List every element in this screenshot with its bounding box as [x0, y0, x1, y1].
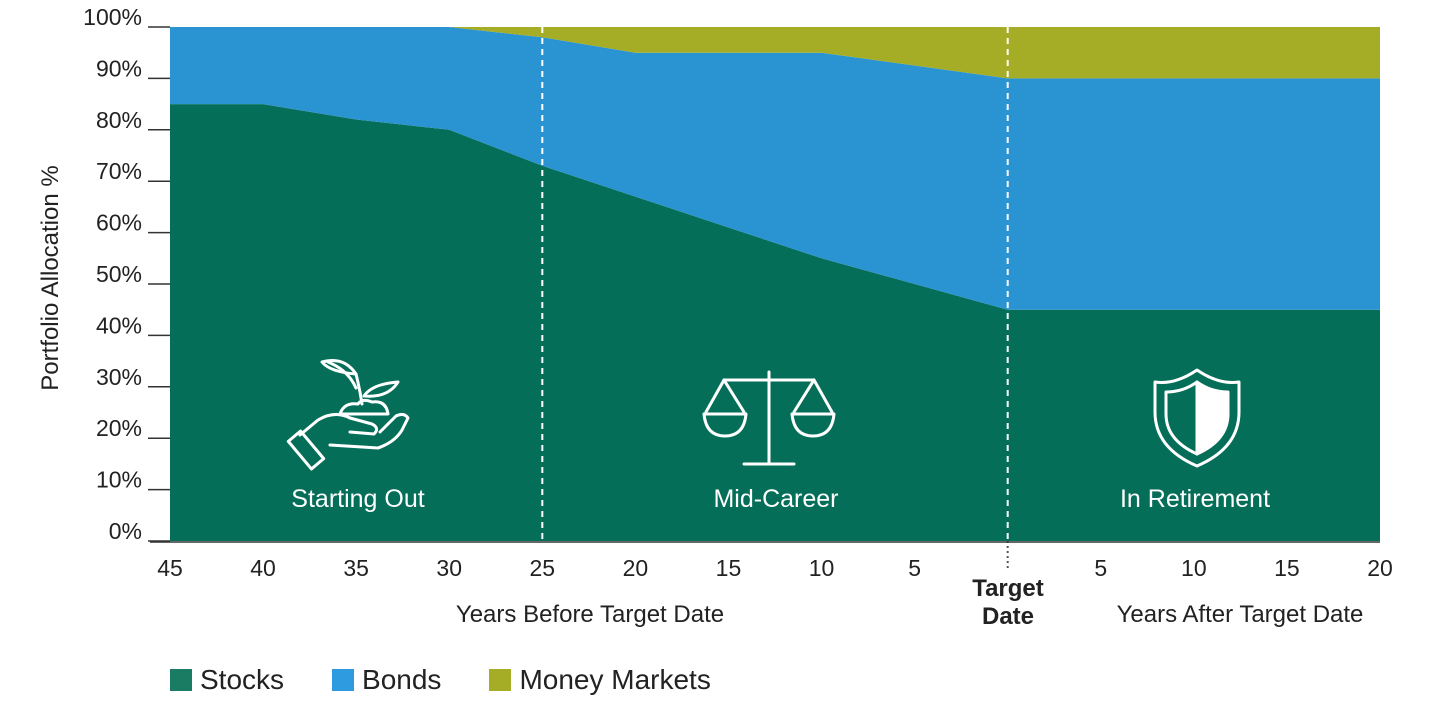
legend-label-stocks: Stocks: [200, 664, 285, 695]
legend-swatch-money-markets: [489, 669, 512, 691]
x-tick-label: 20: [623, 555, 649, 581]
plant-in-hand-icon: [286, 359, 410, 471]
phase-label-starting-out: Starting Out: [291, 485, 424, 513]
target-date-label-line2: Date: [982, 603, 1034, 630]
y-tick-label: 80%: [96, 107, 142, 133]
y-tick-label: 20%: [96, 415, 142, 441]
shield-icon: [1153, 368, 1241, 468]
y-tick-label: 40%: [96, 312, 142, 338]
area-bonds: [170, 27, 1380, 310]
legend-item-money-markets: Money Markets: [489, 664, 711, 696]
y-tick-label: 10%: [96, 467, 142, 493]
y-tick-label: 90%: [96, 55, 142, 81]
phase-label-in-retirement: In Retirement: [1120, 485, 1270, 513]
phase-label-mid-career: Mid-Career: [713, 485, 838, 513]
y-tick-label: 100%: [83, 4, 142, 30]
legend-label-money-markets: Money Markets: [519, 664, 711, 695]
x-tick-label: 40: [250, 555, 276, 581]
x-tick-label: 30: [436, 555, 462, 581]
balance-scale-icon: [702, 370, 836, 466]
legend-label-bonds: Bonds: [362, 664, 442, 695]
y-tick-label: 70%: [96, 158, 142, 184]
x-tick-label: 10: [1181, 555, 1207, 581]
target-date-label-line1: Target: [972, 575, 1044, 602]
x-tick-label: 20: [1367, 555, 1393, 581]
area-money-markets: [170, 27, 1380, 79]
y-tick-label: 0%: [109, 518, 142, 544]
y-tick-label: 50%: [96, 261, 142, 287]
y-tick-label: 60%: [96, 210, 142, 236]
y-axis-title: Portfolio Allocation %: [37, 165, 64, 390]
legend: Stocks Bonds Money Markets: [170, 664, 711, 696]
x-tick-label: 35: [343, 555, 369, 581]
x-tick-label: 25: [530, 555, 556, 581]
x-tick-label: 5: [1094, 555, 1107, 581]
x-tick-label: 15: [716, 555, 742, 581]
x-tick-label: 15: [1274, 555, 1300, 581]
x-axis-title-before: Years Before Target Date: [456, 601, 724, 628]
legend-swatch-stocks: [170, 669, 192, 691]
legend-item-bonds: Bonds: [332, 664, 441, 696]
area-stocks: [170, 104, 1380, 541]
legend-item-stocks: Stocks: [170, 664, 284, 696]
x-tick-label: 45: [157, 555, 183, 581]
y-tick-label: 30%: [96, 364, 142, 390]
legend-swatch-bonds: [332, 669, 355, 691]
x-tick-label: 5: [908, 555, 921, 581]
x-tick-label: 10: [809, 555, 835, 581]
x-axis-title-after: Years After Target Date: [1117, 601, 1364, 628]
